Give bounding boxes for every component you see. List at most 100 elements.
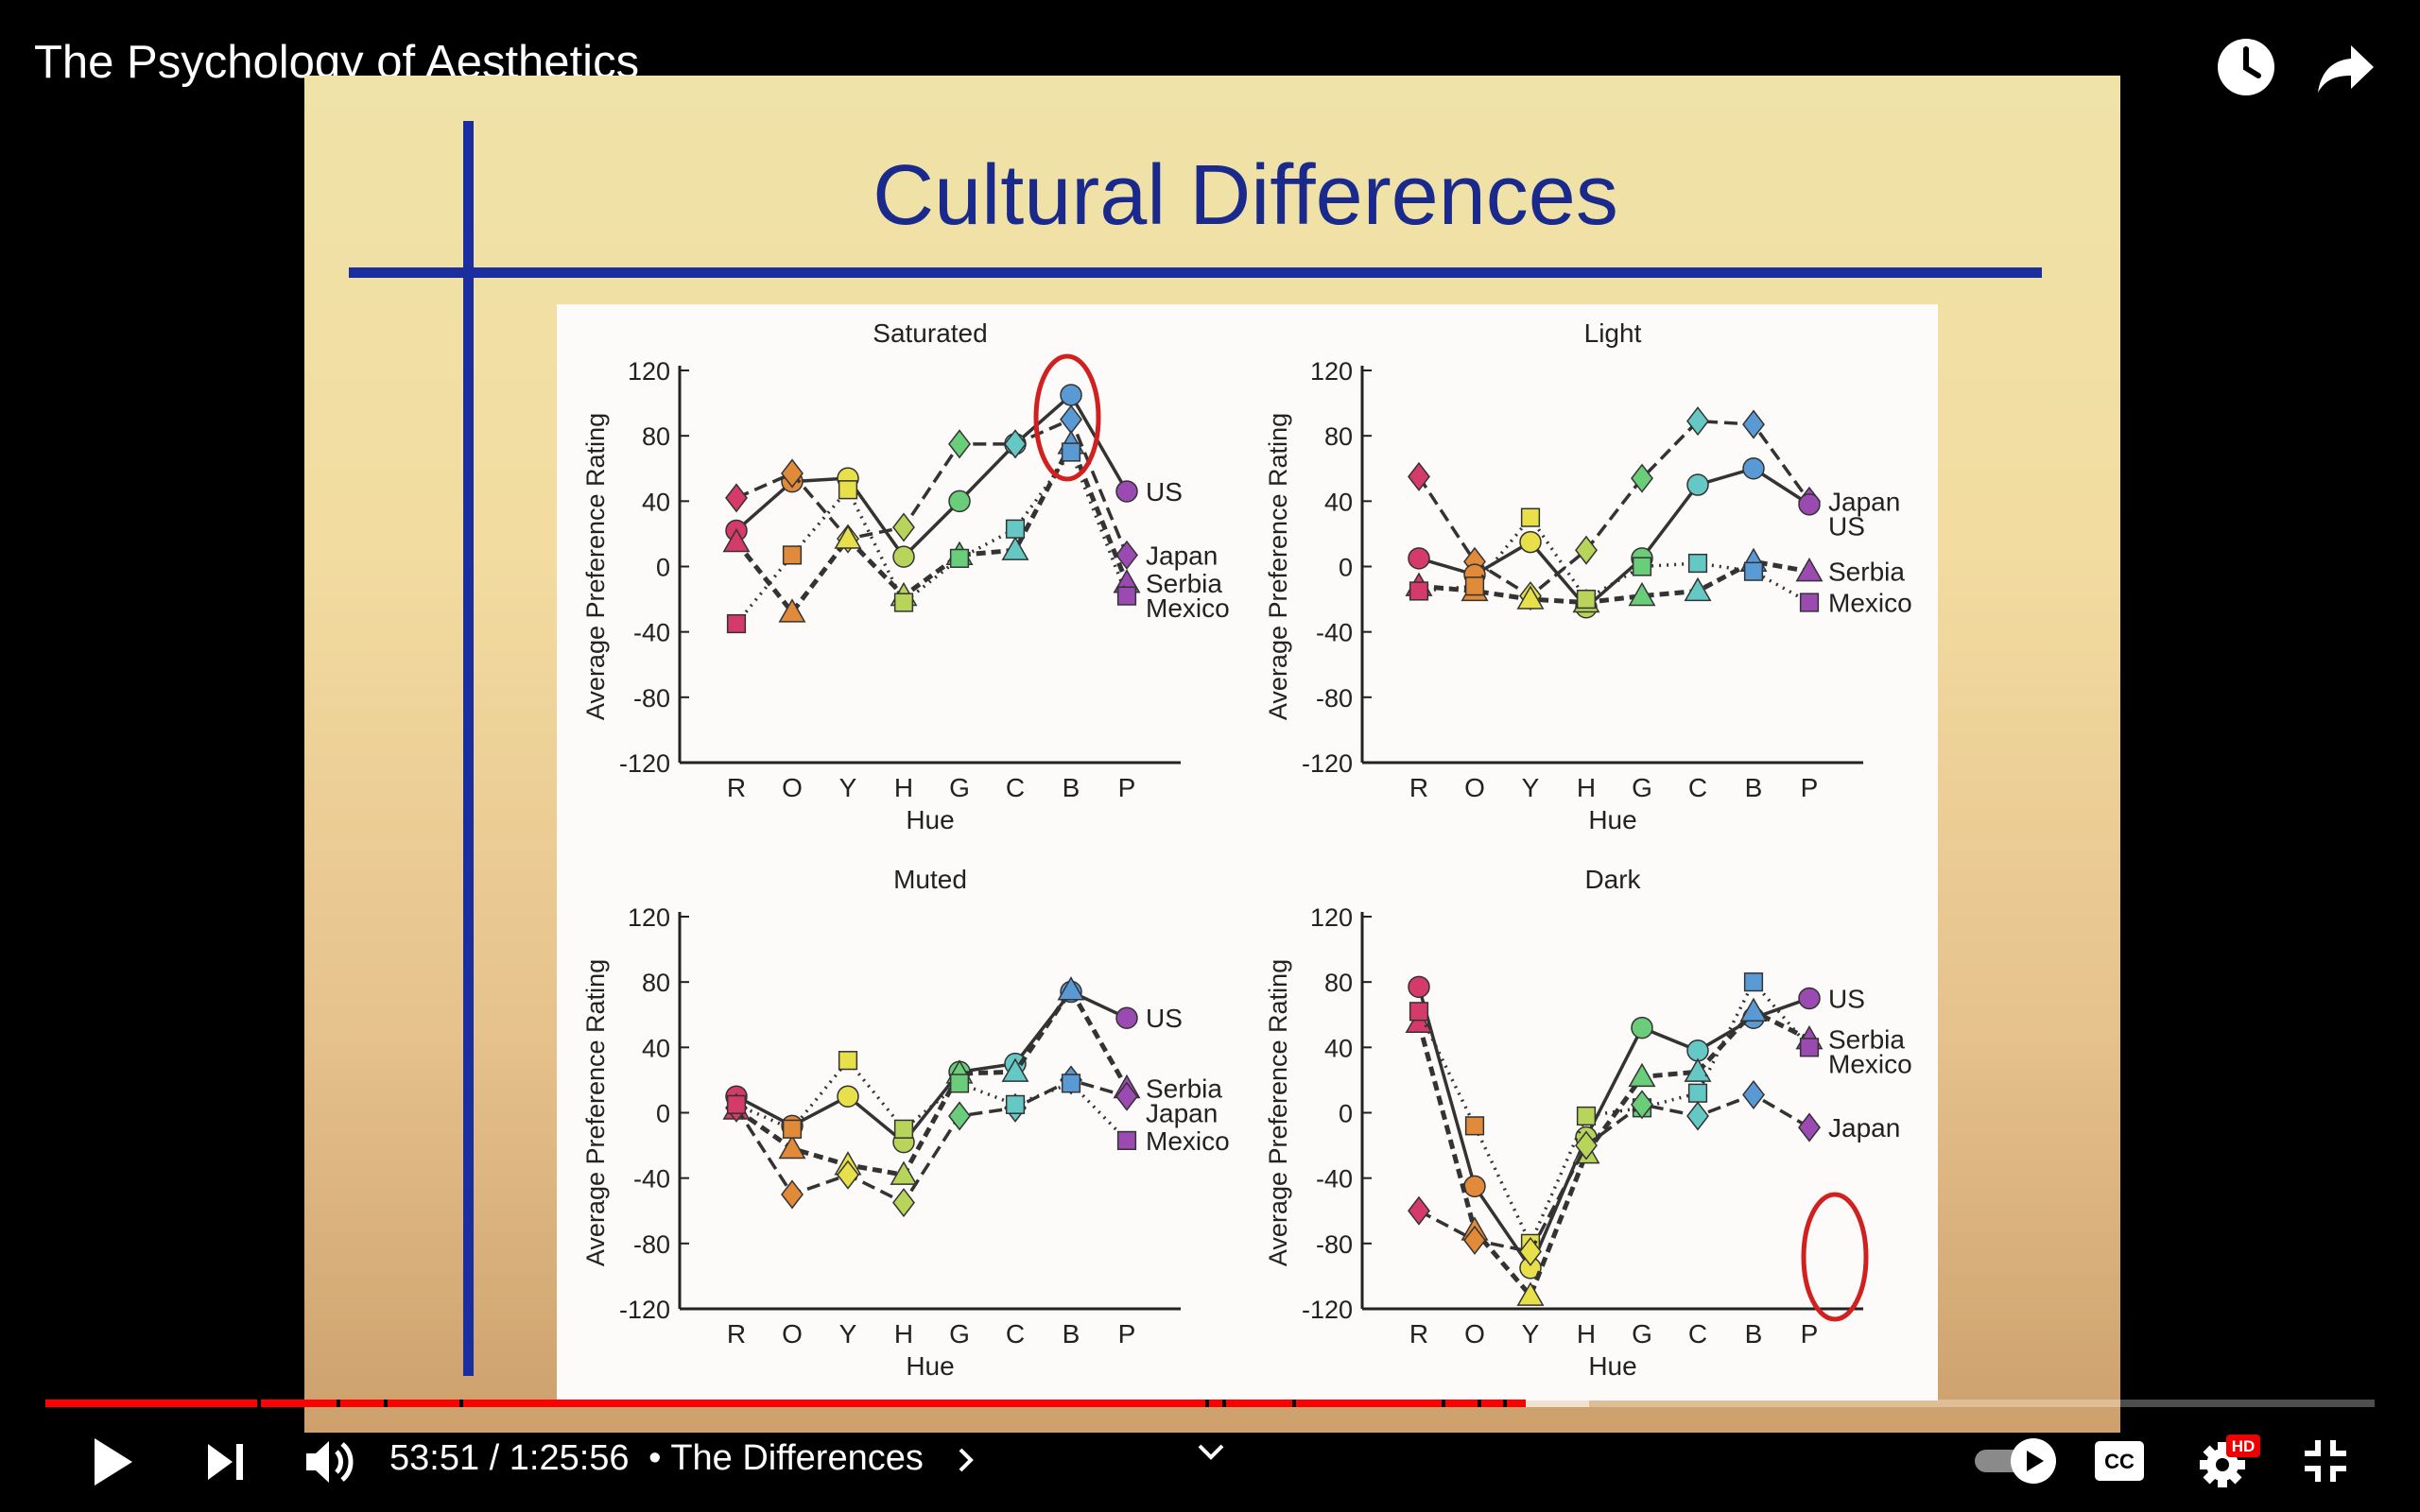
y-tick-label: 80 [1324, 422, 1353, 451]
series-label-us: US [1146, 1004, 1183, 1033]
data-point-japan [1463, 1225, 1486, 1255]
cc-icon[interactable]: CC [2093, 1439, 2146, 1483]
data-point-mexico [1116, 586, 1137, 606]
data-point-mexico [838, 1051, 858, 1071]
data-point-us [1115, 1006, 1138, 1029]
data-point-mexico [1061, 442, 1081, 462]
data-point-mexico [1005, 519, 1026, 539]
clock-icon[interactable] [2213, 34, 2279, 100]
current-time: 53:51 [389, 1438, 480, 1478]
x-tick-label: P [1801, 773, 1819, 802]
chevron-right-icon[interactable] [957, 1446, 976, 1474]
x-tick-label: B [1745, 773, 1763, 802]
x-tick-label: Y [1522, 773, 1540, 802]
data-point-us [1519, 530, 1542, 554]
data-point-serbia [1516, 585, 1545, 610]
data-point-us [1408, 547, 1430, 570]
x-tick-label: P [1118, 773, 1136, 802]
data-point-japan [1742, 1079, 1765, 1110]
y-tick-label: 120 [628, 357, 670, 386]
data-point-serbia [890, 1160, 918, 1185]
data-point-us [1798, 493, 1821, 516]
exit-fullscreen-icon[interactable] [2301, 1436, 2350, 1486]
series-label-us: US [1828, 511, 1865, 541]
chart-panel-dark: Dark 120 80 40 0 -40 -80 -120 R O Y H G C B P Hue Average… [1264, 865, 1912, 1381]
x-tick-label: H [894, 1319, 913, 1349]
data-point-us [1463, 1175, 1486, 1198]
y-tick-label: -40 [633, 619, 670, 647]
y-tick-label: 40 [642, 1034, 670, 1062]
svg-text:CC: CC [2104, 1450, 2135, 1473]
next-icon[interactable] [204, 1440, 248, 1484]
volume-icon[interactable] [302, 1436, 355, 1487]
data-point-serbia [1739, 997, 1768, 1022]
data-point-serbia [1001, 536, 1029, 560]
y-tick-label: 0 [1339, 554, 1353, 582]
chapter-title[interactable]: • The Differences [648, 1438, 924, 1478]
data-point-mexico [1799, 1038, 1820, 1057]
series-label-mexico: Mexico [1828, 589, 1912, 618]
chapter-marker [1442, 1400, 1445, 1407]
y-tick-label: -80 [633, 684, 670, 713]
data-point-mexico [1116, 1130, 1137, 1150]
x-tick-label: Y [839, 1319, 857, 1349]
y-tick-label: 40 [1324, 1034, 1353, 1062]
x-tick-label: G [949, 1319, 970, 1349]
slide-vertical-rule [463, 121, 474, 1376]
time-display: 53:51 / 1:25:56 • The Differences [389, 1438, 924, 1479]
x-tick-label: B [1063, 1319, 1080, 1349]
data-point-japan [1408, 461, 1430, 491]
data-point-serbia [1628, 1062, 1656, 1088]
gear-icon[interactable]: HD [2198, 1433, 2262, 1489]
y-tick-label: -40 [633, 1165, 670, 1194]
data-point-serbia [1628, 581, 1656, 607]
x-tick-label: P [1801, 1319, 1819, 1349]
x-tick-label: C [1006, 773, 1025, 802]
series-label-us: US [1146, 477, 1183, 507]
data-point-japan [837, 1160, 859, 1190]
x-tick-label: H [894, 773, 913, 802]
data-point-us [892, 545, 915, 568]
y-tick-label: -120 [619, 749, 670, 778]
data-point-mexico [726, 613, 747, 634]
y-tick-label: -40 [1316, 619, 1353, 647]
hd-badge: HD [2232, 1437, 2256, 1455]
chapter-marker [384, 1400, 388, 1407]
data-point-serbia [722, 527, 751, 553]
x-tick-label: R [727, 773, 746, 802]
x-axis-label: Hue [906, 805, 954, 834]
share-arrow-icon[interactable] [2313, 34, 2379, 100]
y-tick-label: 0 [1339, 1100, 1353, 1128]
y-axis-label: Average Preference Rating [581, 413, 610, 720]
series-line-serbia [1416, 1008, 1811, 1300]
y-tick-label: 120 [628, 903, 670, 932]
series-label-us: US [1828, 984, 1865, 1013]
chapter-marker [1478, 1400, 1481, 1407]
data-point-japan [1408, 1195, 1430, 1226]
autoplay-toggle-icon[interactable] [1971, 1436, 2062, 1486]
data-point-us [1408, 975, 1430, 999]
data-point-mexico [1576, 589, 1597, 610]
x-tick-label: B [1745, 1319, 1763, 1349]
series-label-japan: Japan [1146, 541, 1218, 570]
y-tick-label: 80 [642, 969, 670, 997]
data-point-japan [1004, 429, 1027, 459]
x-tick-label: O [1464, 773, 1485, 802]
x-tick-label: R [1409, 773, 1428, 802]
data-point-japan [1575, 535, 1598, 565]
x-tick-label: C [1688, 773, 1707, 802]
data-point-mexico [1632, 557, 1652, 576]
slide-title: Cultural Differences [873, 148, 1618, 243]
data-point-us [837, 1085, 859, 1108]
data-point-mexico [838, 480, 858, 500]
chart-title: Muted [893, 865, 967, 894]
chapter-marker [1503, 1400, 1507, 1407]
data-point-us [1631, 1016, 1653, 1040]
x-tick-label: O [1464, 1319, 1485, 1349]
data-point-japan [1742, 409, 1765, 439]
data-point-mexico [726, 1094, 747, 1114]
chevron-down-icon[interactable] [1195, 1440, 1227, 1463]
video-frame[interactable]: Cultural Differences Saturated 120 80 40 0 -4… [304, 76, 2120, 1433]
data-point-serbia [1057, 976, 1085, 1001]
play-icon[interactable] [89, 1435, 136, 1489]
